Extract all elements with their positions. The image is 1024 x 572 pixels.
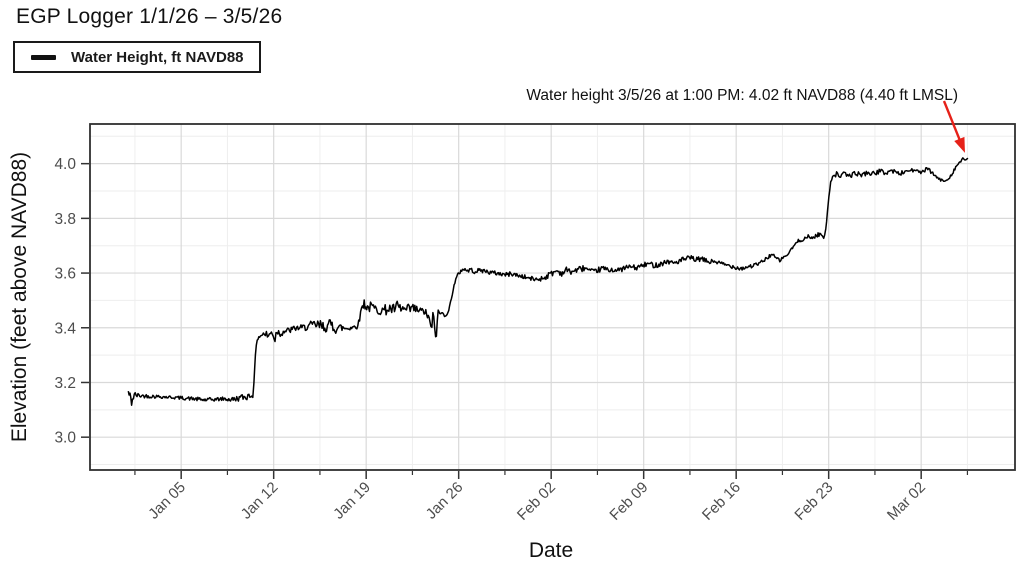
annotation-text: Water height 3/5/26 at 1:00 PM: 4.02 ft … [526,87,958,104]
y-axis-title: Elevation (feet above NAVD88) [8,151,31,443]
x-tick-label: Jan 19 [330,479,374,523]
x-tick-labels: Jan 05 Jan 12 Jan 19 Jan 26 Feb 02 Feb 09 Feb … [145,479,929,524]
x-tick-label: Jan 05 [145,479,189,523]
y-tick-label: 3.8 [54,211,76,228]
annotation-arrow [942,100,965,153]
y-tick-labels: 3.0 3.2 3.4 3.6 3.8 4.0 [54,156,76,447]
y-tick-label: 3.6 [54,266,76,283]
x-tick-label: Feb 02 [514,479,559,524]
y-tick-label: 3.4 [54,320,76,337]
x-tick-label: Feb 16 [699,479,744,524]
x-tick-label: Feb 23 [791,479,836,524]
x-tick-label: Jan 12 [238,479,282,523]
y-tick-label: 3.2 [54,375,76,392]
x-tick-label: Jan 26 [423,479,467,523]
y-tick-label: 4.0 [54,156,76,173]
x-tick-label: Mar 02 [884,479,929,524]
grid-major [90,124,1015,470]
x-axis-title: Date [528,539,574,562]
legend-line-swatch-icon [31,54,56,60]
legend: Water Height, ft NAVD88 [13,41,261,73]
legend-label: Water Height, ft NAVD88 [71,48,244,66]
grid-minor [90,124,1015,470]
axis-ticks [81,162,969,479]
x-tick-label: Feb 09 [606,479,651,524]
page-title: EGP Logger 1/1/26 – 3/5/26 [16,5,283,28]
water-height-line [127,157,969,406]
y-tick-label: 3.0 [54,430,76,447]
panel-border [89,123,1016,471]
